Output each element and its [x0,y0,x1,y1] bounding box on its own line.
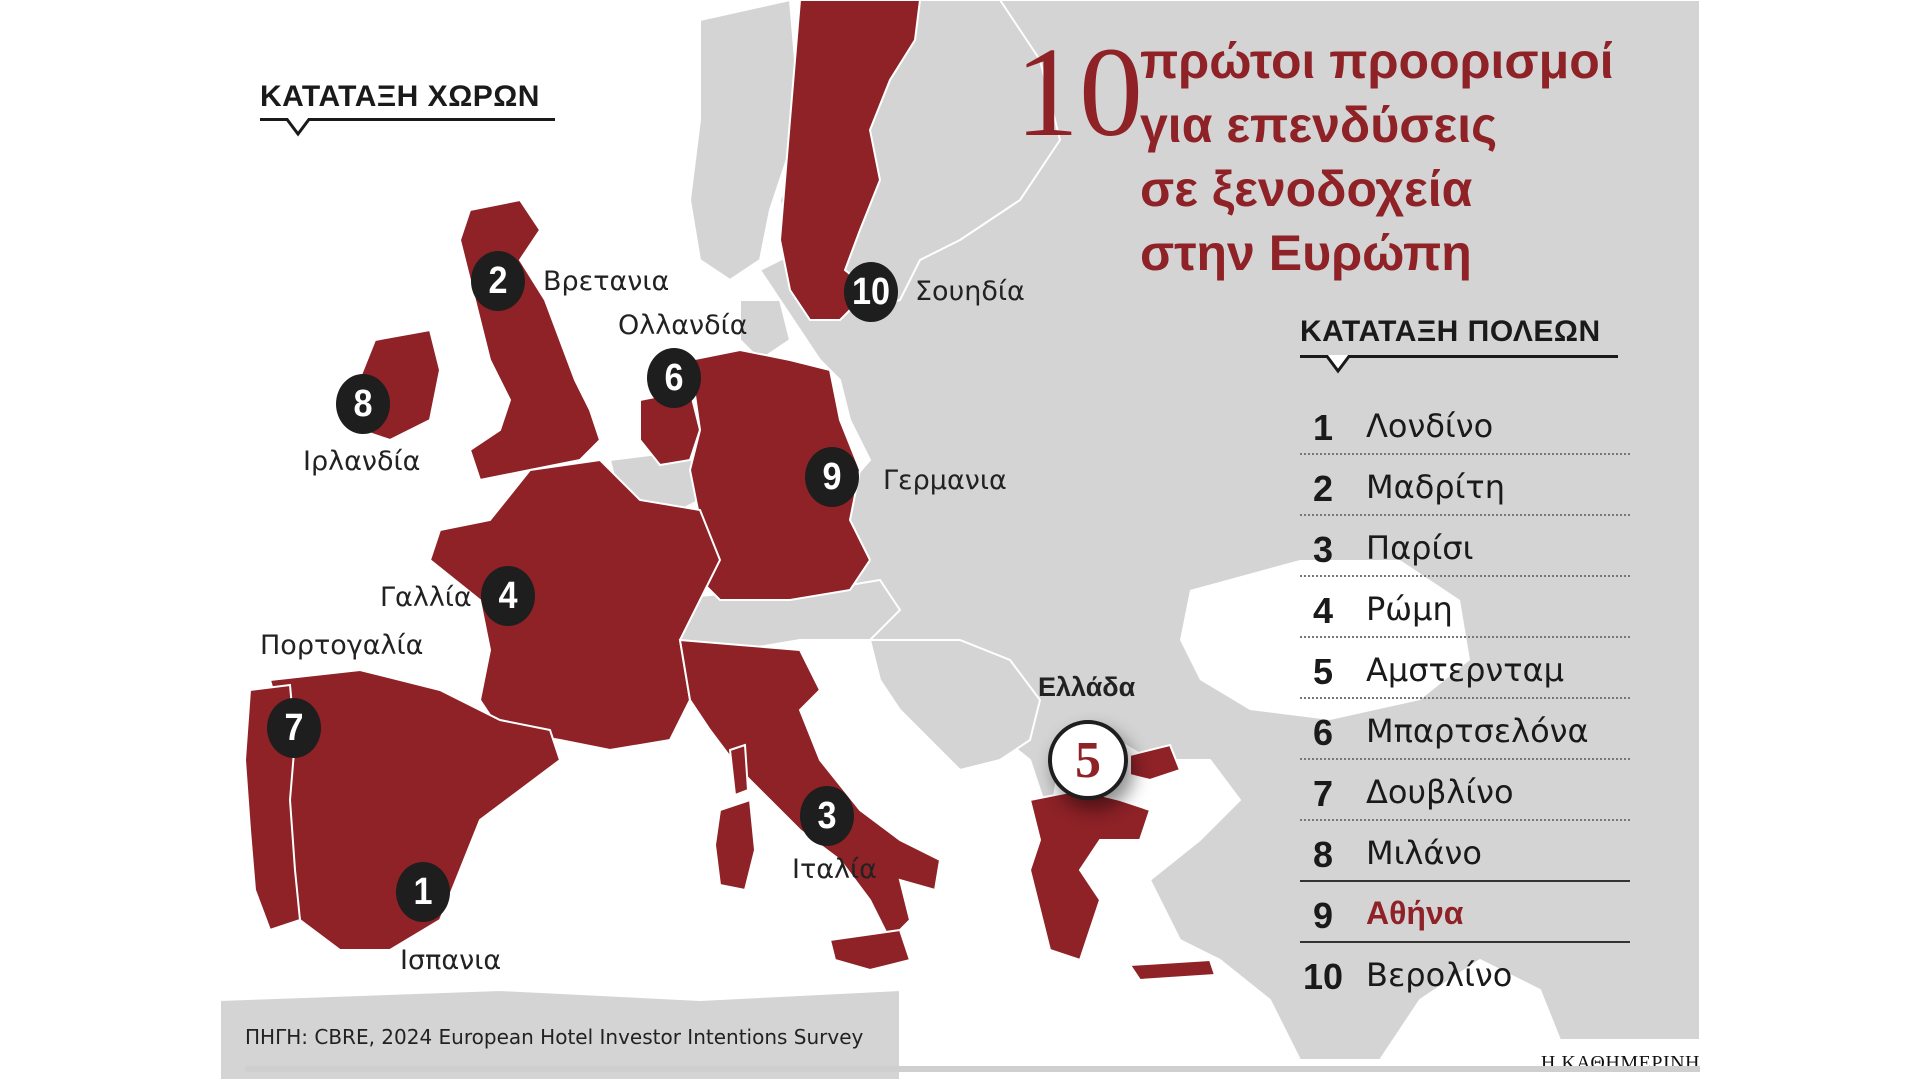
city-rank: 2 [1312,468,1334,509]
footer-bar [245,1066,1700,1072]
city-row: 4 Ρώμη [1300,578,1630,638]
label-italy: Ιταλία [792,854,877,885]
land-eastern-europe [758,0,1701,1061]
row-divider [1300,575,1630,577]
city-rank: 1 [1312,407,1334,448]
country-sardinia [713,798,757,892]
label-ireland: Ιρλανδία [303,446,421,477]
city-row-highlight: 9 Αθήνα [1300,883,1630,943]
city-name: Μαδρίτη [1366,468,1505,506]
land-black-sea-cutout [1180,560,1470,720]
land-denmark [739,299,792,362]
label-sweden: Σουηδία [915,276,1025,307]
city-rank: 10 [1302,956,1344,997]
city-row: 8 Μιλάνο [1300,822,1630,882]
badge-uk: 2 [471,251,525,311]
badge-portugal: 7 [267,698,321,758]
city-row: 1 Λονδίνο [1300,395,1630,455]
row-divider [1300,941,1630,943]
label-greece: Ελλάδα [1038,672,1136,702]
countries-heading: ΚΑΤΑΤΑΞΗ ΧΩΡΩΝ [260,80,540,113]
title-line-1: πρώτοι προορισμοί [1140,33,1614,89]
land-north-africa [219,988,901,1080]
city-name: Ρώμη [1366,590,1453,628]
title-number: 10 [1015,21,1143,163]
row-divider [1300,453,1630,455]
city-name-highlight: Αθήνα [1366,895,1464,931]
country-sicily [828,928,912,972]
badge-spain: 1 [396,862,450,922]
cities-heading: ΚΑΤΑΤΑΞΗ ΠΟΛΕΩΝ [1300,315,1601,348]
badge-sweden: 10 [844,262,898,322]
label-spain: Ισπανια [400,945,502,976]
city-row: 2 Μαδρίτη [1300,456,1630,516]
map-ranked-countries [243,0,1217,982]
city-rank: 4 [1312,590,1334,631]
city-row: 7 Δουβλίνο [1300,761,1630,821]
label-netherlands: Ολλανδία [618,310,748,341]
city-name: Μιλάνο [1366,834,1482,872]
land-balkans [868,639,1042,772]
city-name: Μπαρτσελόνα [1366,712,1589,750]
cities-heading-pointer-icon [1324,355,1352,374]
source-note: ΠΗΓΗ: CBRE, 2024 European Hotel Investor… [245,1025,864,1049]
countries-heading-rule [260,118,555,121]
city-name: Αμστερνταμ [1366,651,1564,689]
row-divider [1300,758,1630,760]
city-rank: 7 [1312,773,1334,814]
city-row: 6 Μπαρτσελόνα [1300,700,1630,760]
cities-heading-rule [1300,355,1618,358]
countries-heading-pointer-icon [284,118,312,137]
badge-netherlands: 6 [647,348,701,408]
country-greece-thrace [1129,743,1182,782]
country-corsica [728,743,750,797]
badge-ireland: 8 [336,374,390,434]
city-name: Παρίσι [1366,529,1474,567]
country-crete [1128,958,1217,982]
city-name: Βερολίνο [1366,956,1513,994]
row-divider [1300,819,1630,821]
city-rank: 8 [1312,834,1334,875]
title-line-3: σε ξενοδοχεία [1140,161,1473,217]
title-line-2: για επενδύσεις [1140,97,1498,153]
country-france [428,458,722,752]
city-name: Δουβλίνο [1366,773,1514,811]
country-greece [1028,788,1152,962]
badge-france: 4 [481,566,535,626]
country-italy [678,638,942,942]
label-france: Γαλλία [380,582,472,613]
city-rank: 9 [1312,895,1334,936]
city-rank: 5 [1312,651,1334,692]
row-divider [1300,880,1630,882]
title-line-4: στην Ευρώπη [1140,225,1472,281]
city-row: 5 Αμστερνταμ [1300,639,1630,699]
badge-italy: 3 [800,786,854,846]
row-divider [1300,697,1630,699]
label-portugal: Πορτογαλία [260,630,424,661]
badge-germany: 9 [805,447,859,507]
city-rank: 6 [1312,712,1334,753]
label-germany: Γερμανια [883,465,1007,496]
city-name: Λονδίνο [1366,407,1494,445]
country-uk [458,198,602,482]
label-uk: Βρετανια [543,266,670,297]
city-row: 3 Παρίσι [1300,517,1630,577]
row-divider [1300,514,1630,516]
badge-greece: 5 [1048,720,1128,800]
city-rank: 3 [1312,529,1334,570]
city-row: 10 Βερολίνο [1300,944,1630,1004]
row-divider [1300,636,1630,638]
country-germany [688,348,872,601]
